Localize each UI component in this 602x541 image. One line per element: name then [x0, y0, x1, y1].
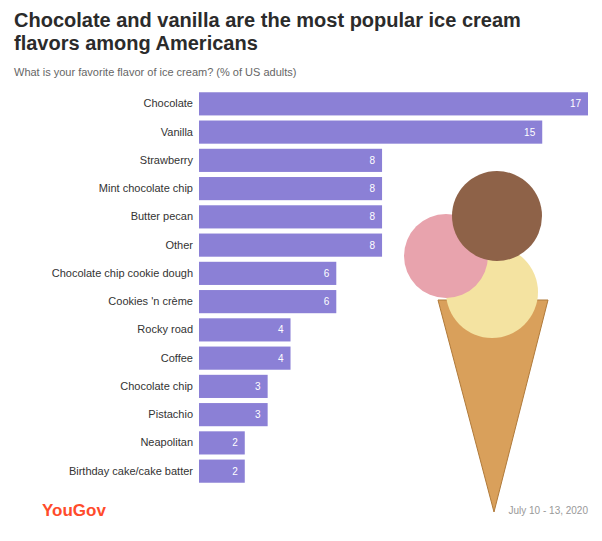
y-tick: Cookies 'n crème — [108, 295, 193, 307]
y-tick: Other — [165, 239, 193, 251]
bars — [199, 92, 588, 482]
bar — [199, 375, 268, 398]
y-tick: Neapolitan — [140, 436, 193, 448]
bar — [199, 318, 291, 341]
y-tick-label: Birthday cake/cake batter — [69, 465, 193, 477]
source-logo: YouGov — [42, 501, 106, 520]
y-tick-label: Mint chocolate chip — [99, 182, 193, 194]
bar — [199, 290, 336, 313]
y-tick: Chocolate — [143, 97, 193, 109]
bar — [199, 149, 382, 172]
data-label: 6 — [324, 296, 330, 307]
y-tick-label: Coffee — [161, 352, 193, 364]
y-tick-label: Other — [165, 239, 193, 251]
data-label: 4 — [278, 353, 284, 364]
y-tick: Pistachio — [148, 408, 193, 420]
y-tick-label: Chocolate — [143, 97, 193, 109]
y-tick: Chocolate chip cookie dough — [52, 267, 193, 279]
data-label: 8 — [369, 183, 375, 194]
bar — [199, 403, 268, 426]
y-tick: Rocky road — [137, 323, 193, 335]
data-label: 3 — [255, 409, 261, 420]
y-tick-label: Pistachio — [148, 408, 193, 420]
bar — [199, 205, 382, 228]
bar — [199, 121, 542, 144]
title-line: flavors among Americans — [14, 32, 258, 54]
y-tick-label: Rocky road — [137, 323, 193, 335]
title: Chocolate and vanilla are the most popul… — [14, 9, 521, 54]
y-tick-label: Chocolate chip cookie dough — [52, 267, 193, 279]
y-axis: Chocolate Vanilla Strawberry Mint chocolate… — [52, 97, 194, 476]
y-tick-label: Neapolitan — [140, 436, 193, 448]
y-tick-label: Butter pecan — [131, 210, 193, 222]
scoop-chocolate — [452, 171, 542, 261]
bar — [199, 431, 245, 454]
data-label: 15 — [524, 127, 536, 138]
y-tick: Birthday cake/cake batter — [69, 465, 193, 477]
data-label: 2 — [232, 437, 238, 448]
data-label: 3 — [255, 381, 261, 392]
bar — [199, 177, 382, 200]
y-tick: Mint chocolate chip — [99, 182, 193, 194]
title-line: Chocolate and vanilla are the most popul… — [14, 9, 521, 31]
subtitle: What is your favorite flavor of ice crea… — [14, 66, 296, 78]
y-tick-label: Cookies 'n crème — [108, 295, 193, 307]
bar — [199, 234, 382, 257]
data-label: 8 — [369, 211, 375, 222]
y-tick-label: Strawberry — [140, 154, 194, 166]
y-tick-label: Chocolate chip — [120, 380, 193, 392]
data-label: 8 — [369, 155, 375, 166]
bar — [199, 262, 336, 285]
ice-cream-illustration — [404, 171, 548, 512]
bar — [199, 92, 588, 115]
y-tick: Coffee — [161, 352, 193, 364]
bar — [199, 347, 291, 370]
y-tick: Vanilla — [161, 126, 194, 138]
bar — [199, 460, 245, 483]
data-label: 6 — [324, 268, 330, 279]
y-tick: Butter pecan — [131, 210, 193, 222]
y-tick: Strawberry — [140, 154, 194, 166]
y-tick-label: Vanilla — [161, 126, 194, 138]
data-label: 8 — [369, 240, 375, 251]
data-label: 2 — [232, 466, 238, 477]
y-tick: Chocolate chip — [120, 380, 193, 392]
data-label: 4 — [278, 324, 284, 335]
data-label: 17 — [570, 98, 582, 109]
date-note: July 10 - 13, 2020 — [509, 505, 589, 516]
data-labels: 17 15 8 8 8 8 6 6 4 4 3 3 2 2 — [232, 98, 581, 476]
